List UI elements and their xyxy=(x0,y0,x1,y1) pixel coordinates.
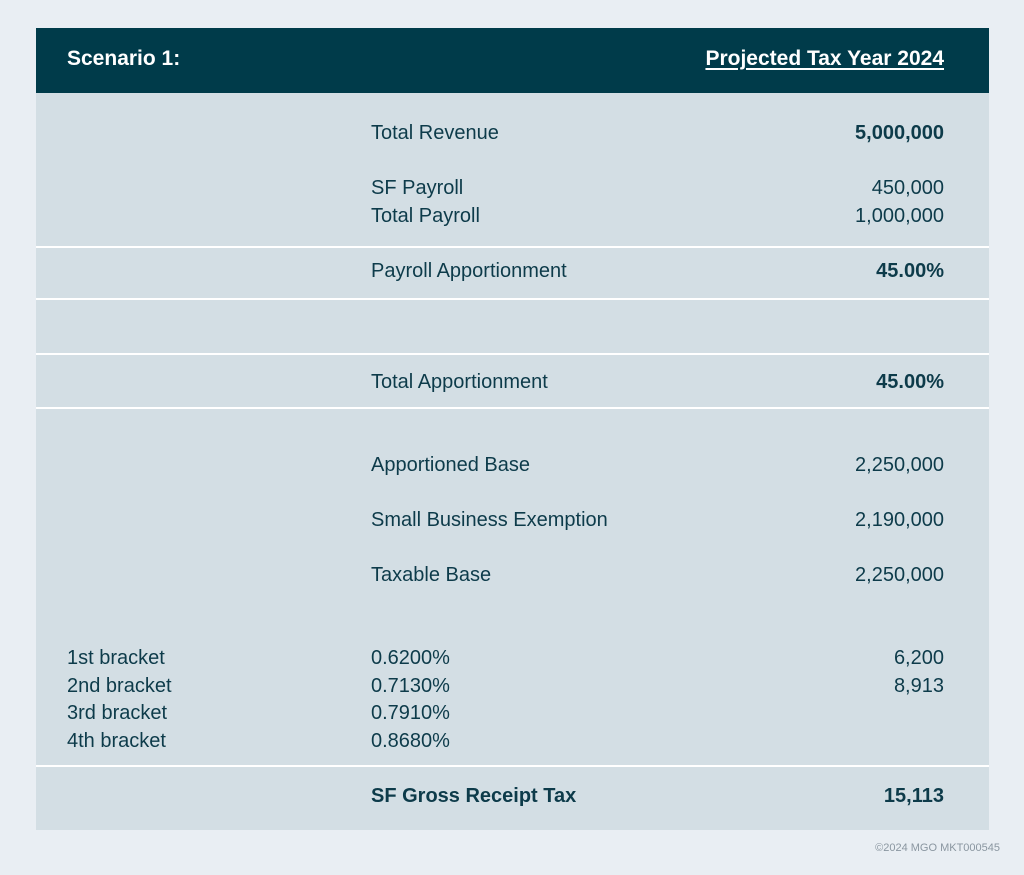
row-divider xyxy=(36,298,989,300)
payroll-apportionment-value: 45.00% xyxy=(876,260,944,283)
bracket-4-name: 4th bracket xyxy=(67,730,166,753)
apportioned-base-label: Apportioned Base xyxy=(371,454,530,477)
total-payroll-value: 1,000,000 xyxy=(855,205,944,228)
bracket-2-name: 2nd bracket xyxy=(67,675,172,698)
row-divider xyxy=(36,407,989,409)
projected-year-heading: Projected Tax Year 2024 xyxy=(705,47,944,71)
bracket-1-rate: 0.6200% xyxy=(371,647,450,670)
apportioned-base-value: 2,250,000 xyxy=(855,454,944,477)
copyright-footer: ©2024 MGO MKT000545 xyxy=(875,842,1000,854)
gross-receipt-tax-label: SF Gross Receipt Tax xyxy=(371,785,576,808)
row-divider xyxy=(36,353,989,355)
sf-payroll-value: 450,000 xyxy=(872,177,944,200)
total-revenue-label: Total Revenue xyxy=(371,122,499,145)
bracket-4-rate: 0.8680% xyxy=(371,730,450,753)
tax-scenario-table: Scenario 1: Projected Tax Year 2024 Tota… xyxy=(36,28,989,830)
small-business-exemption-value: 2,190,000 xyxy=(855,509,944,532)
bracket-2-rate: 0.7130% xyxy=(371,675,450,698)
taxable-base-label: Taxable Base xyxy=(371,564,491,587)
payroll-apportionment-label: Payroll Apportionment xyxy=(371,260,567,283)
bracket-3-name: 3rd bracket xyxy=(67,702,167,725)
sf-payroll-label: SF Payroll xyxy=(371,177,463,200)
table-header: Scenario 1: Projected Tax Year 2024 xyxy=(36,28,989,93)
row-divider xyxy=(36,765,989,767)
scenario-title: Scenario 1: xyxy=(67,47,180,71)
bracket-2-amount: 8,913 xyxy=(894,675,944,698)
bracket-1-name: 1st bracket xyxy=(67,647,165,670)
total-payroll-label: Total Payroll xyxy=(371,205,480,228)
total-apportionment-label: Total Apportionment xyxy=(371,371,548,394)
bracket-3-rate: 0.7910% xyxy=(371,702,450,725)
taxable-base-value: 2,250,000 xyxy=(855,564,944,587)
row-divider xyxy=(36,246,989,248)
gross-receipt-tax-value: 15,113 xyxy=(884,785,944,808)
total-apportionment-value: 45.00% xyxy=(876,371,944,394)
small-business-exemption-label: Small Business Exemption xyxy=(371,509,608,532)
bracket-1-amount: 6,200 xyxy=(894,647,944,670)
total-revenue-value: 5,000,000 xyxy=(855,122,944,145)
